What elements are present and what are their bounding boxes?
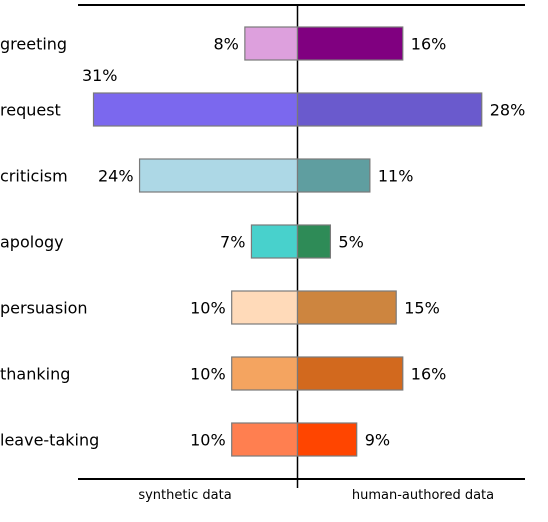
category-label-persuasion: persuasion [0, 299, 88, 318]
value-label-human-leave-taking: 9% [365, 431, 390, 450]
bar-human-request [296, 92, 483, 127]
value-label-human-request: 28% [490, 101, 526, 120]
bar-human-criticism [296, 158, 371, 193]
labels-layer: greeting 8% 16% request 31% 28% criticism 24% 11… [0, 35, 525, 450]
value-label-human-apology: 5% [338, 233, 363, 252]
bar-human-leave-taking [296, 422, 358, 457]
value-label-synthetic-persuasion: 10% [190, 299, 226, 318]
value-label-synthetic-thanking: 10% [190, 365, 226, 384]
bar-synthetic-persuasion [231, 290, 299, 325]
value-label-human-greeting: 16% [411, 35, 447, 54]
category-label-thanking: thanking [0, 365, 70, 384]
value-label-synthetic-criticism: 24% [98, 167, 134, 186]
value-label-synthetic-apology: 7% [220, 233, 245, 252]
bar-synthetic-criticism [138, 158, 299, 193]
value-label-human-persuasion: 15% [404, 299, 440, 318]
bars-layer [92, 26, 483, 457]
category-label-leave-taking: leave-taking [0, 431, 99, 450]
bar-synthetic-apology [250, 224, 299, 259]
bar-human-thanking [296, 356, 404, 391]
category-label-criticism: criticism [0, 167, 68, 186]
bar-human-apology [296, 224, 332, 259]
bar-synthetic-greeting [244, 26, 299, 61]
category-label-apology: apology [0, 233, 64, 252]
category-label-greeting: greeting [0, 35, 67, 54]
value-label-human-criticism: 11% [378, 167, 414, 186]
bar-synthetic-request [92, 92, 299, 127]
value-label-synthetic-greeting: 8% [213, 35, 238, 54]
value-label-synthetic-request: 31% [82, 66, 118, 85]
right-series-axis-label: human-authored data [352, 488, 494, 503]
value-label-human-thanking: 16% [411, 365, 447, 384]
bar-human-greeting [296, 26, 404, 61]
bar-human-persuasion [296, 290, 397, 325]
left-series-axis-label: synthetic data [138, 488, 231, 503]
bar-synthetic-leave-taking [231, 422, 299, 457]
value-label-synthetic-leave-taking: 10% [190, 431, 226, 450]
category-label-request: request [0, 101, 61, 120]
bar-synthetic-thanking [231, 356, 299, 391]
